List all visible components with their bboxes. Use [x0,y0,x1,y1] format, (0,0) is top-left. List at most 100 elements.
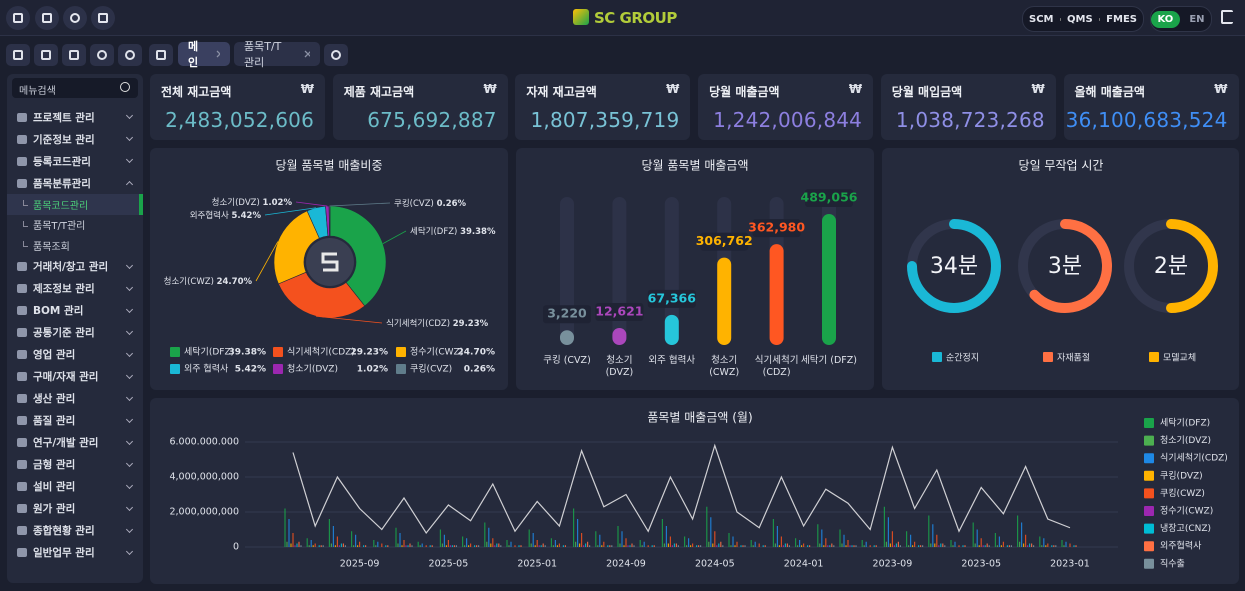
menu-item[interactable]: 영업 관리 [7,344,143,366]
menu-item[interactable]: 공통기준 관리 [7,322,143,344]
menu-label: 품목분류관리 [33,177,91,190]
separator-dot [1059,17,1061,21]
submenu-item[interactable]: 품목조회 [7,235,143,256]
menu-item[interactable]: 설비 관리 [7,476,143,498]
menu-chevron [125,349,134,357]
system-link[interactable]: SCM [1029,13,1054,25]
clipboard-button[interactable] [35,6,59,30]
tab-close[interactable] [216,50,220,58]
menu-search[interactable]: 메뉴검색 [12,78,138,98]
menu-item[interactable]: 품목분류관리 [7,172,143,194]
tab-label: 메인 [188,40,199,69]
language-option[interactable]: KO [1150,10,1181,28]
menu-label: 등록코드관리 [33,155,91,168]
menu-label: 생산 관리 [33,393,76,405]
kpi-value: 1,807,359,719 [530,108,680,132]
back-button[interactable] [6,44,30,66]
menu-label: 설비 관리 [33,481,76,493]
menu-label: 제조정보 관리 [33,283,95,295]
menu-item[interactable]: 품질 관리 [7,410,143,432]
refresh-button[interactable] [324,44,348,66]
menu-chevron [125,525,134,533]
fullscreen-button[interactable] [91,6,115,30]
delete-button[interactable] [149,44,173,66]
menu-item[interactable]: 프로젝트 관리 [7,106,143,128]
kpi-currency: ₩ [1214,82,1228,96]
menu-chevron [125,180,134,189]
menu-icon [17,482,27,491]
kpi-currency: ₩ [300,82,314,96]
menu-label: 영업 관리 [33,349,76,361]
settings-button[interactable] [63,6,87,30]
menu-chevron [125,459,134,467]
menu-label: 일반업무 관리 [33,547,95,559]
menu-item[interactable]: 기준정보 관리 [7,128,143,150]
tab[interactable]: 메인 [178,40,230,69]
system-link[interactable]: FMES [1106,13,1137,25]
menu-icon [17,460,27,469]
kpi-label: 전체 재고금액 [161,85,232,99]
kpi-value: 36,100,683,524 [1065,108,1228,132]
menu-icon [17,262,27,271]
system-link[interactable]: QMS [1067,13,1093,25]
menu-icon [17,156,27,166]
menu-icon [17,178,27,188]
search-button[interactable] [90,44,114,66]
menu-chevron [125,155,134,164]
icon [41,50,51,60]
icon [70,13,80,23]
menu-item[interactable]: 종합현황 관리 [7,520,143,542]
menu-item[interactable]: BOM 관리 [7,300,143,322]
menu-item[interactable]: 금형 관리 [7,454,143,476]
menu-icon [17,284,27,293]
menu-label: 종합현황 관리 [33,525,95,537]
submenu-item[interactable]: 품목코드관리 [7,194,143,215]
menu-item[interactable]: 거래처/창고 관리 [7,256,143,278]
bar-panel [516,148,874,390]
menu-item[interactable]: 원가 관리 [7,498,143,520]
kpi-currency: ₩ [666,82,680,96]
grid-button[interactable] [34,44,58,66]
menu-chevron [125,547,134,555]
top-header: SC GROUP SCM QMS FMES KO EN [0,0,1245,36]
menu-label: 구매/자재 관리 [33,371,99,383]
settings-button[interactable] [118,44,142,66]
menu-item[interactable]: 연구/개발 관리 [7,432,143,454]
menu-icon [17,350,27,359]
menu-chevron [125,371,134,379]
menu-icon [17,134,27,144]
menu-chevron [125,283,134,291]
menu-item[interactable]: 구매/자재 관리 [7,366,143,388]
kpi-card: 당월 매출금액 ₩1,242,006,844 [698,74,874,140]
bookmark-button[interactable] [62,44,86,66]
tab-label: 품목T/T관리 [244,40,282,69]
icon [42,13,52,23]
x-tick-label: 청소기 (DVZ) [605,355,634,378]
x-tick-label: 세탁기 (DFZ) [801,355,857,366]
menu-icon [17,526,27,535]
submenu-item[interactable]: 품목T/T관리 [7,215,143,236]
brand-logo [573,9,589,25]
search-placeholder: 메뉴검색 [19,86,56,97]
menu-chevron [125,415,134,423]
tab[interactable]: 품목T/T관리 [234,40,320,69]
menu-button[interactable] [6,6,30,30]
menu-chevron [125,503,134,511]
menu-label: BOM 관리 [33,305,84,317]
menu-item[interactable]: 제조정보 관리 [7,278,143,300]
kpi-card: 올해 매출금액 ₩36,100,683,524 [1063,74,1239,140]
system-switch: SCM QMS FMES [1022,6,1144,32]
menu-item[interactable]: 등록코드관리 [7,150,143,172]
menu-item[interactable]: 일반업무 관리 [7,542,143,564]
logout-button[interactable] [1221,10,1233,24]
line-panel [150,398,1239,584]
language-option[interactable]: EN [1189,13,1205,25]
tab-close[interactable] [304,50,310,58]
menu-label: 기준정보 관리 [33,133,95,146]
menu-icon [17,306,27,315]
submenu-label: 품목코드관리 [33,200,89,212]
x-tick-label: 청소기 (CWZ) [709,355,740,378]
x-tick-label: 외주 협력사 [648,355,696,366]
gauge-panel [882,148,1239,390]
menu-item[interactable]: 생산 관리 [7,388,143,410]
